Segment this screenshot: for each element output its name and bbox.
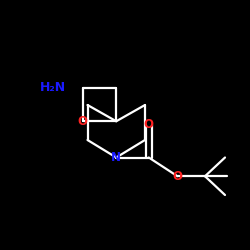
Text: O: O (172, 170, 182, 183)
Text: H₂N: H₂N (40, 81, 66, 94)
Text: O: O (78, 115, 88, 128)
Text: O: O (144, 118, 154, 132)
Text: N: N (111, 151, 121, 164)
